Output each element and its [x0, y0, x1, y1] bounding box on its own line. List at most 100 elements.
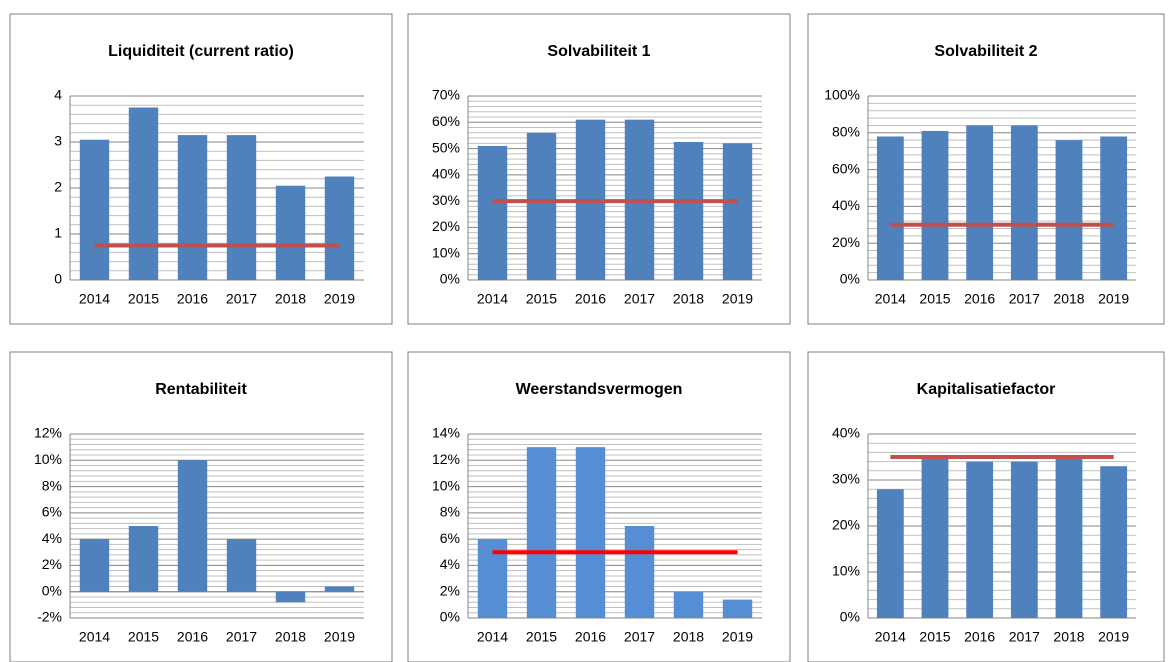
x-tick-label: 2017: [1009, 291, 1040, 307]
x-tick-label: 2017: [624, 629, 655, 645]
bar: [324, 586, 355, 592]
x-tick-label: 2018: [673, 629, 704, 645]
x-tick-label: 2018: [275, 291, 306, 307]
bar: [575, 447, 606, 618]
y-tick-label: 4%: [440, 556, 460, 572]
y-tick-label: 40%: [432, 166, 460, 182]
y-tick-label: 80%: [832, 124, 860, 140]
bar: [1100, 136, 1128, 280]
y-tick-label: 8%: [42, 477, 62, 493]
bar: [177, 135, 208, 280]
bar: [966, 125, 994, 280]
y-tick-label: 30%: [832, 471, 860, 487]
x-tick-label: 2014: [477, 629, 508, 645]
y-tick-label: 0%: [440, 609, 460, 625]
x-tick-label: 2015: [919, 629, 950, 645]
y-tick-label: 1: [54, 225, 62, 241]
bar: [275, 185, 306, 280]
x-tick-label: 2017: [226, 629, 257, 645]
x-tick-label: 2018: [1053, 291, 1084, 307]
chart-title: Solvabiliteit 2: [934, 43, 1037, 60]
y-tick-label: 12%: [432, 451, 460, 467]
x-tick-label: 2019: [1098, 291, 1129, 307]
x-tick-label: 2018: [673, 291, 704, 307]
x-tick-label: 2015: [128, 291, 159, 307]
y-tick-label: 10%: [34, 451, 62, 467]
x-tick-label: 2019: [722, 291, 753, 307]
bar: [1010, 461, 1038, 618]
y-tick-label: 70%: [432, 87, 460, 103]
bar: [477, 145, 508, 280]
chart-title: Liquiditeit (current ratio): [108, 43, 294, 60]
bar: [876, 489, 904, 618]
bar: [79, 139, 110, 280]
y-tick-label: 8%: [440, 504, 460, 520]
x-tick-label: 2018: [275, 629, 306, 645]
bar: [177, 460, 208, 592]
bar: [128, 107, 159, 280]
y-tick-label: 14%: [432, 425, 460, 441]
y-tick-label: 2%: [42, 556, 62, 572]
x-tick-label: 2019: [324, 629, 355, 645]
y-tick-label: 0%: [840, 609, 860, 625]
x-tick-label: 2018: [1053, 629, 1084, 645]
bar: [324, 176, 355, 280]
bar: [921, 457, 949, 618]
y-tick-label: 0%: [42, 582, 62, 598]
chart-title: Kapitalisatiefactor: [917, 381, 1056, 398]
bar: [226, 135, 257, 280]
y-tick-label: 4%: [42, 530, 62, 546]
x-tick-label: 2015: [919, 291, 950, 307]
y-tick-label: 0%: [440, 271, 460, 287]
x-tick-label: 2014: [79, 629, 110, 645]
y-tick-label: 40%: [832, 425, 860, 441]
bar: [1010, 125, 1038, 280]
chart-title: Rentabiliteit: [155, 381, 247, 398]
x-tick-label: 2015: [526, 629, 557, 645]
x-tick-label: 2017: [624, 291, 655, 307]
y-tick-label: 100%: [824, 87, 860, 103]
x-tick-label: 2016: [575, 291, 606, 307]
x-tick-label: 2019: [324, 291, 355, 307]
y-tick-label: 40%: [832, 197, 860, 213]
x-tick-label: 2014: [875, 291, 906, 307]
bar: [79, 539, 110, 592]
x-tick-label: 2019: [1098, 629, 1129, 645]
y-tick-label: 6%: [440, 530, 460, 546]
x-tick-label: 2016: [177, 291, 208, 307]
y-tick-label: 10%: [432, 477, 460, 493]
y-tick-label: 50%: [432, 139, 460, 155]
y-tick-label: 10%: [432, 244, 460, 260]
y-tick-label: 20%: [432, 218, 460, 234]
y-tick-label: 2: [54, 179, 62, 195]
y-tick-label: 12%: [34, 425, 62, 441]
y-tick-label: 0%: [840, 271, 860, 287]
bar: [1055, 457, 1083, 618]
bar: [921, 130, 949, 280]
x-tick-label: 2017: [1009, 629, 1040, 645]
bar: [876, 136, 904, 280]
bar: [1055, 140, 1083, 280]
x-tick-label: 2016: [575, 629, 606, 645]
bar: [966, 461, 994, 618]
x-tick-label: 2016: [964, 629, 995, 645]
x-tick-label: 2014: [875, 629, 906, 645]
chart-title: Weerstandsvermogen: [516, 381, 683, 398]
x-tick-label: 2015: [128, 629, 159, 645]
y-tick-label: 20%: [832, 234, 860, 250]
bar: [275, 591, 306, 603]
bar: [1100, 466, 1128, 618]
bar: [673, 142, 704, 280]
x-tick-label: 2019: [722, 629, 753, 645]
y-tick-label: -2%: [37, 609, 62, 625]
chart-title: Solvabiliteit 1: [547, 43, 650, 60]
bar: [722, 143, 753, 280]
y-tick-label: 0: [54, 271, 62, 287]
x-tick-label: 2017: [226, 291, 257, 307]
y-tick-label: 30%: [432, 192, 460, 208]
y-tick-label: 60%: [832, 160, 860, 176]
y-tick-label: 10%: [832, 563, 860, 579]
y-tick-label: 6%: [42, 504, 62, 520]
bar: [526, 132, 557, 280]
